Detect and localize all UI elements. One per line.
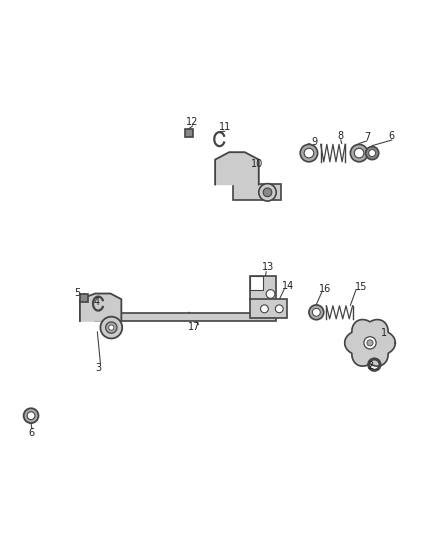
Bar [250,276,262,290]
Circle shape [368,150,375,157]
Circle shape [350,144,367,162]
Text: 11: 11 [218,122,230,132]
Bar [184,129,192,137]
Text: 10: 10 [250,159,262,169]
Bar [80,294,88,302]
Circle shape [275,305,283,313]
Circle shape [109,325,114,330]
Text: 16: 16 [318,284,330,294]
Text: 14: 14 [282,281,294,291]
Text: 12: 12 [186,117,198,127]
Text: 4: 4 [93,297,99,307]
Text: 5: 5 [74,288,81,297]
Text: 13: 13 [261,262,274,272]
Circle shape [308,305,323,320]
Circle shape [300,144,317,162]
Circle shape [258,183,276,201]
Bar [95,313,276,320]
Circle shape [27,412,35,419]
Circle shape [262,188,271,197]
Text: 6: 6 [29,428,35,438]
Polygon shape [344,320,394,366]
Polygon shape [215,152,258,184]
Circle shape [24,408,39,423]
Text: 3: 3 [95,362,101,373]
Circle shape [106,322,117,333]
Text: 8: 8 [337,131,343,141]
Text: 7: 7 [363,132,369,141]
Text: 15: 15 [354,282,367,293]
Bar [250,276,276,300]
Circle shape [312,309,320,316]
Circle shape [366,340,372,346]
Text: 9: 9 [311,137,317,147]
Text: 2: 2 [366,361,372,371]
Circle shape [100,317,122,338]
Bar [232,184,280,200]
Circle shape [363,337,375,349]
Text: 1: 1 [381,328,387,338]
Circle shape [304,148,313,158]
Text: 6: 6 [388,131,394,141]
Circle shape [353,148,363,158]
Circle shape [265,289,274,298]
Bar [250,299,286,318]
Text: 17: 17 [187,322,200,332]
Circle shape [260,305,268,313]
Circle shape [365,147,378,159]
Polygon shape [80,294,121,321]
